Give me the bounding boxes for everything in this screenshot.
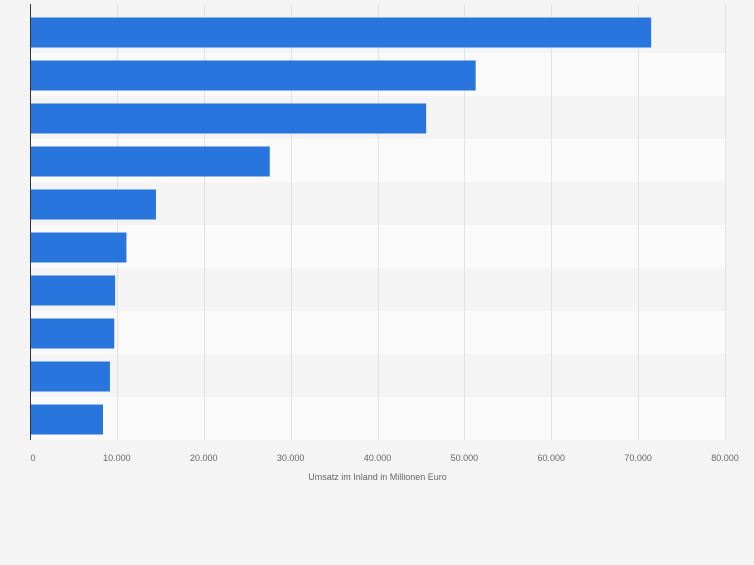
- x-tick-label: 60.000: [537, 453, 565, 463]
- x-tick-label: 70.000: [624, 453, 652, 463]
- bar[interactable]: [30, 275, 116, 306]
- x-tick-label: 50.000: [451, 453, 479, 463]
- x-tick-label: 40.000: [364, 453, 392, 463]
- row-band: [30, 354, 725, 397]
- x-axis-label: Umsatz im Inland in Millionen Euro: [308, 472, 447, 482]
- row-band: [30, 311, 725, 354]
- bar[interactable]: [30, 103, 427, 134]
- bar[interactable]: [30, 361, 110, 392]
- bar[interactable]: [30, 232, 127, 263]
- row-band: [30, 397, 725, 440]
- x-tick-label: 80.000: [711, 453, 739, 463]
- row-band: [30, 225, 725, 268]
- bar[interactable]: [30, 318, 115, 349]
- bar[interactable]: [30, 17, 652, 48]
- x-tick-label: 20.000: [190, 453, 218, 463]
- bar[interactable]: [30, 404, 103, 435]
- x-tick-label: 0: [30, 453, 35, 463]
- bar[interactable]: [30, 189, 156, 220]
- row-band: [30, 268, 725, 311]
- bar[interactable]: [30, 60, 476, 91]
- x-tick-labels: 0 10.000 20.000 30.000 40.000 50.000 60.000 70.…: [30, 453, 738, 463]
- bar[interactable]: [30, 146, 270, 177]
- x-tick-label: 10.000: [103, 453, 131, 463]
- x-tick-label: 30.000: [277, 453, 305, 463]
- bars: [30, 17, 652, 435]
